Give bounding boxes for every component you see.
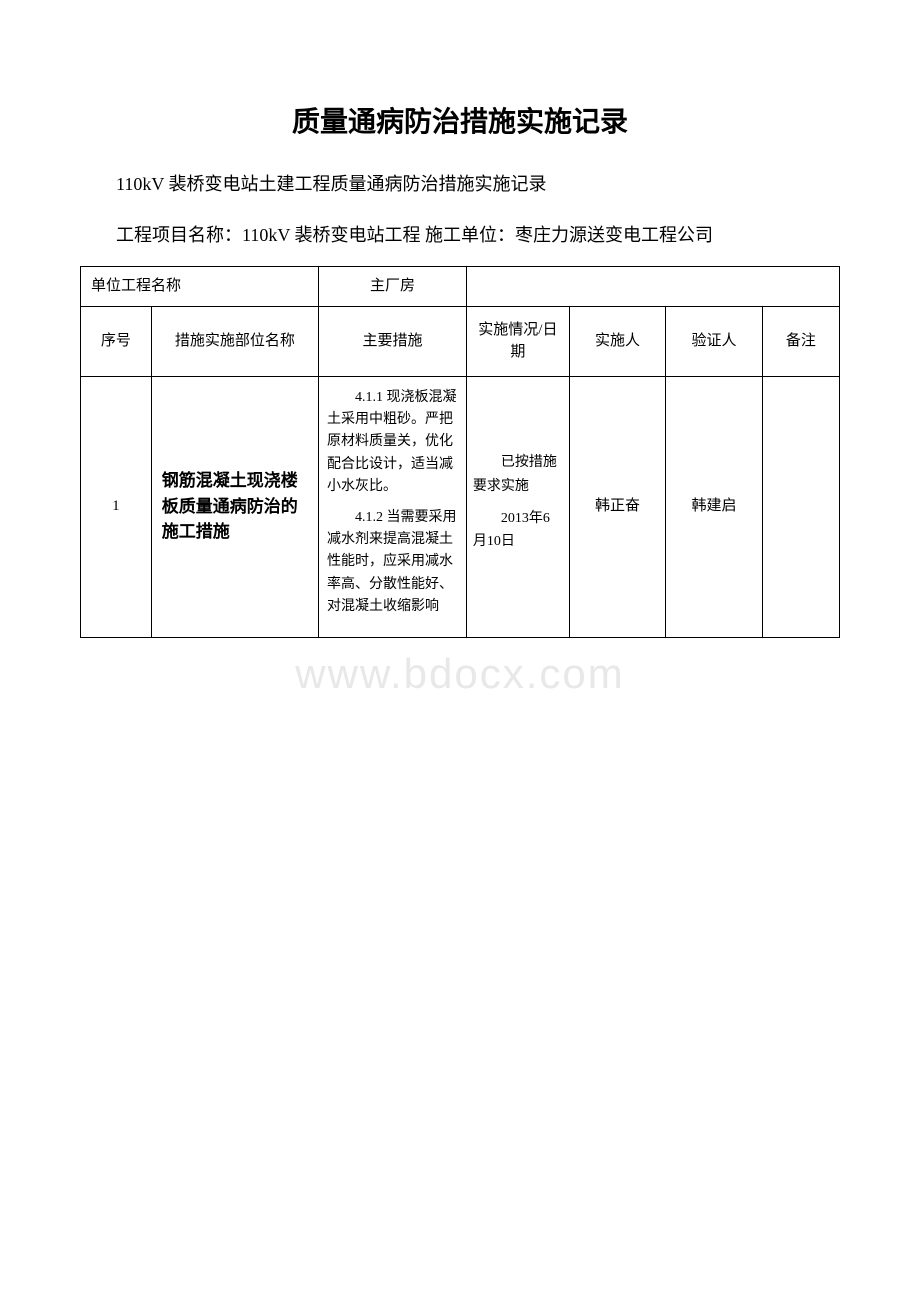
header-verify: 验证人 xyxy=(666,306,762,376)
project-info: 工程项目名称：110kV 裴桥变电站工程 施工单位：枣庄力源送变电工程公司 xyxy=(80,219,840,251)
cell-remark xyxy=(762,376,839,637)
cell-seq: 1 xyxy=(81,376,152,637)
record-table: 单位工程名称 主厂房 序号 措施实施部位名称 主要措施 实施情况/日期 实施人 … xyxy=(80,266,840,637)
unit-blank xyxy=(466,267,839,307)
header-status: 实施情况/日期 xyxy=(466,306,569,376)
table-row: 1 钢筋混凝土现浇楼板质量通病防治的施工措施 4.1.1 现浇板混凝土采用中粗砂… xyxy=(81,376,840,637)
unit-label: 单位工程名称 xyxy=(81,267,319,307)
cell-status: 已按措施要求实施 2013年6月10日 xyxy=(466,376,569,637)
cell-dept: 钢筋混凝土现浇楼板质量通病防治的施工措施 xyxy=(151,376,318,637)
subtitle: 110kV 裴桥变电站土建工程质量通病防治措施实施记录 xyxy=(80,170,840,199)
cell-person: 韩正奋 xyxy=(569,376,665,637)
header-dept: 措施实施部位名称 xyxy=(151,306,318,376)
cell-measure: 4.1.1 现浇板混凝土采用中粗砂。严把原材料质量关，优化配合比设计，适当减小水… xyxy=(318,376,466,637)
unit-value: 主厂房 xyxy=(318,267,466,307)
unit-row: 单位工程名称 主厂房 xyxy=(81,267,840,307)
header-measure: 主要措施 xyxy=(318,306,466,376)
header-row: 序号 措施实施部位名称 主要措施 实施情况/日期 实施人 验证人 备注 xyxy=(81,306,840,376)
status-p1: 已按措施要求实施 xyxy=(473,451,563,499)
cell-verify: 韩建启 xyxy=(666,376,762,637)
measure-p2: 4.1.2 当需要采用减水剂来提高混凝土性能时，应采用减水率高、分散性能好、对混… xyxy=(327,507,458,619)
watermark: www.bdocx.com xyxy=(295,650,624,698)
status-p2: 2013年6月10日 xyxy=(473,507,563,555)
page-title: 质量通病防治措施实施记录 xyxy=(80,100,840,140)
header-remark: 备注 xyxy=(762,306,839,376)
measure-p1: 4.1.1 现浇板混凝土采用中粗砂。严把原材料质量关，优化配合比设计，适当减小水… xyxy=(327,387,458,499)
header-seq: 序号 xyxy=(81,306,152,376)
header-person: 实施人 xyxy=(569,306,665,376)
